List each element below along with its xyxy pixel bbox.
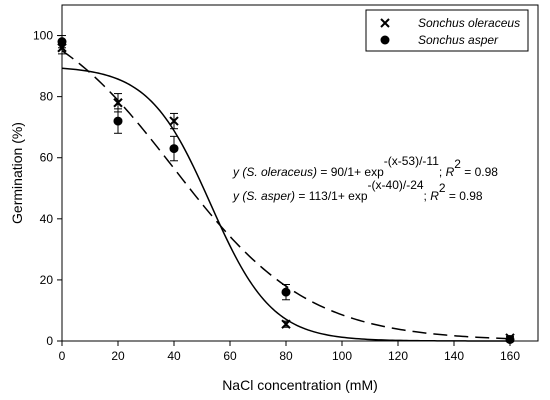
x-tick-label-120: 120 xyxy=(388,349,408,363)
equation-oleraceus: y (S. oleraceus) = 90/1+ exp-(x-53)/-11;… xyxy=(232,154,498,179)
point-asper-160 xyxy=(505,334,515,344)
y-tick-label-100: 100 xyxy=(33,29,53,43)
point-oleraceus-40 xyxy=(169,116,179,126)
x-tick-label-20: 20 xyxy=(111,349,125,363)
y-tick-label-0: 0 xyxy=(46,334,53,348)
legend-box xyxy=(365,9,529,52)
axis-ticks: 0 20 40 60 80 100 120 140 160 0 20 40 60 80 100 xyxy=(33,29,520,363)
legend: Sonchus oleraceus Sonchus asper xyxy=(365,9,529,52)
x-tick-label-80: 80 xyxy=(279,349,293,363)
x-tick-label-40: 40 xyxy=(167,349,181,363)
data-points xyxy=(57,35,515,344)
y-tick-label-40: 40 xyxy=(40,212,54,226)
x-tick-label-140: 140 xyxy=(444,349,464,363)
point-asper-40 xyxy=(169,144,179,154)
point-asper-0 xyxy=(57,37,67,47)
legend-marker-asper xyxy=(380,35,390,45)
point-oleraceus-20 xyxy=(113,98,123,108)
y-tick-label-60: 60 xyxy=(40,151,54,165)
y-axis-title: Germination (%) xyxy=(9,122,25,224)
x-tick-label-100: 100 xyxy=(332,349,352,363)
x-tick-label-160: 160 xyxy=(500,349,520,363)
x-tick-label-60: 60 xyxy=(223,349,237,363)
legend-label-oleraceus: Sonchus oleraceus xyxy=(418,16,520,30)
legend-label-asper: Sonchus asper xyxy=(418,33,499,47)
equation-asper: y (S. asper) = 113/1+ exp-(x-40)/-24; R2… xyxy=(232,178,483,203)
y-tick-label-20: 20 xyxy=(40,273,54,287)
x-tick-label-0: 0 xyxy=(59,349,66,363)
plot-frame xyxy=(61,4,539,342)
legend-marker-oleraceus xyxy=(380,18,390,28)
y-tick-label-80: 80 xyxy=(40,90,54,104)
point-oleraceus-80 xyxy=(281,319,291,329)
point-asper-80 xyxy=(281,287,291,297)
fit-curve-oleraceus xyxy=(61,67,510,342)
x-axis-title: NaCl concentration (mM) xyxy=(222,377,378,393)
point-asper-20 xyxy=(113,116,123,126)
